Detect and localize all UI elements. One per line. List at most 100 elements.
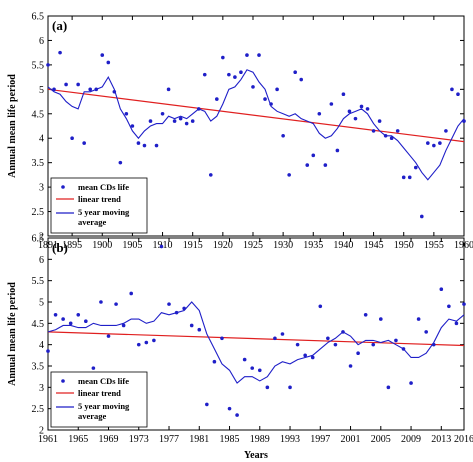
data-point <box>447 304 451 309</box>
data-point <box>52 87 56 92</box>
legend-marker-points <box>61 379 65 383</box>
data-point <box>257 368 262 373</box>
data-point <box>88 87 93 92</box>
y-tick-label: 2 <box>39 426 44 437</box>
data-point <box>94 87 99 92</box>
data-point <box>371 129 376 133</box>
data-point <box>450 87 454 92</box>
data-point <box>432 143 436 148</box>
x-tick-label: 1981 <box>189 434 209 445</box>
data-point <box>58 50 62 55</box>
y-tick-label: 4 <box>39 134 44 145</box>
legend: mean CDs life linear trend 5 year moving av… <box>50 177 148 234</box>
data-point <box>341 330 345 334</box>
x-tick-label: 1993 <box>280 434 300 445</box>
data-point <box>335 148 340 153</box>
data-point <box>76 82 80 87</box>
data-point <box>326 336 330 341</box>
x-axis-label: Years <box>244 450 268 461</box>
x-tick-label: 1920 <box>213 240 233 251</box>
data-point <box>160 111 165 116</box>
data-point <box>413 165 418 170</box>
data-point <box>269 102 273 106</box>
y-tick-label: 5 <box>39 85 44 96</box>
moving-average-line <box>47 69 465 181</box>
y-tick-label: 2 <box>39 232 44 243</box>
data-point <box>371 342 376 347</box>
chart-panel-a: 22.533.544.555.566.518911895190019051910… <box>7 12 473 252</box>
y-tick-label: 5.5 <box>32 276 45 287</box>
x-tick-label: 1977 <box>159 434 179 445</box>
x-tick-label: 1973 <box>129 434 149 445</box>
data-point <box>227 72 231 77</box>
data-point <box>172 119 177 123</box>
data-point <box>280 332 285 336</box>
data-point <box>196 107 201 111</box>
legend-label-moving-average: 5 year moving average <box>78 207 130 227</box>
data-point <box>144 340 149 345</box>
y-tick-label: 3.5 <box>32 158 45 169</box>
data-point <box>182 306 186 311</box>
panel-label: (b) <box>52 240 68 255</box>
data-point <box>462 302 466 306</box>
y-tick-label: 6 <box>39 255 44 266</box>
data-point <box>401 347 406 351</box>
data-point <box>197 327 202 332</box>
data-point <box>166 87 171 92</box>
y-tick-label: 6.5 <box>32 234 45 245</box>
data-point <box>379 317 383 321</box>
data-point <box>305 163 310 167</box>
legend-box <box>50 177 148 234</box>
data-point <box>438 141 442 145</box>
data-point <box>136 141 141 145</box>
data-point <box>91 366 96 370</box>
moving-average-line <box>47 301 465 384</box>
data-point <box>265 385 270 390</box>
legend-marker-points <box>61 185 65 189</box>
legend-label-trend: linear trend <box>78 194 121 204</box>
x-tick-label: 1940 <box>333 240 353 251</box>
data-point <box>174 310 179 315</box>
x-tick-label: 1915 <box>183 240 203 251</box>
x-tick-label: 1945 <box>364 240 384 251</box>
data-point <box>46 63 50 67</box>
data-point <box>439 287 444 292</box>
data-point <box>202 72 207 77</box>
data-point <box>124 111 129 116</box>
legend-label-points: mean CDs life <box>78 376 129 386</box>
data-point <box>61 317 65 321</box>
y-axis-label: Annual mean life period <box>7 74 18 178</box>
x-tick-label: 1905 <box>122 240 142 251</box>
plot-frame <box>47 237 465 431</box>
data-point <box>64 82 68 87</box>
data-point <box>239 70 243 75</box>
data-point <box>394 338 398 343</box>
data-point <box>386 385 391 390</box>
data-point <box>419 214 424 219</box>
data-point <box>235 413 239 417</box>
data-point <box>377 119 382 123</box>
data-point <box>112 89 117 94</box>
panel-label: (a) <box>52 18 67 33</box>
data-point <box>68 321 73 326</box>
data-point <box>148 119 153 123</box>
data-point <box>184 121 189 126</box>
data-point <box>407 175 412 180</box>
data-point <box>220 336 224 341</box>
data-point <box>154 143 159 148</box>
x-tick-label: 2013 <box>431 434 451 445</box>
data-point <box>178 116 183 121</box>
data-point <box>250 366 255 370</box>
y-tick-label: 4.5 <box>32 109 45 120</box>
data-point <box>159 244 164 249</box>
data-point <box>129 291 133 296</box>
data-point <box>389 136 394 141</box>
data-point <box>299 77 304 82</box>
x-tick-label: 2016 <box>454 434 473 445</box>
data-point <box>444 129 448 133</box>
data-point <box>424 330 428 334</box>
data-point <box>303 353 307 358</box>
x-tick-label: 1989 <box>250 434 270 445</box>
data-point <box>53 313 58 317</box>
x-tick-label: 1935 <box>303 240 323 251</box>
